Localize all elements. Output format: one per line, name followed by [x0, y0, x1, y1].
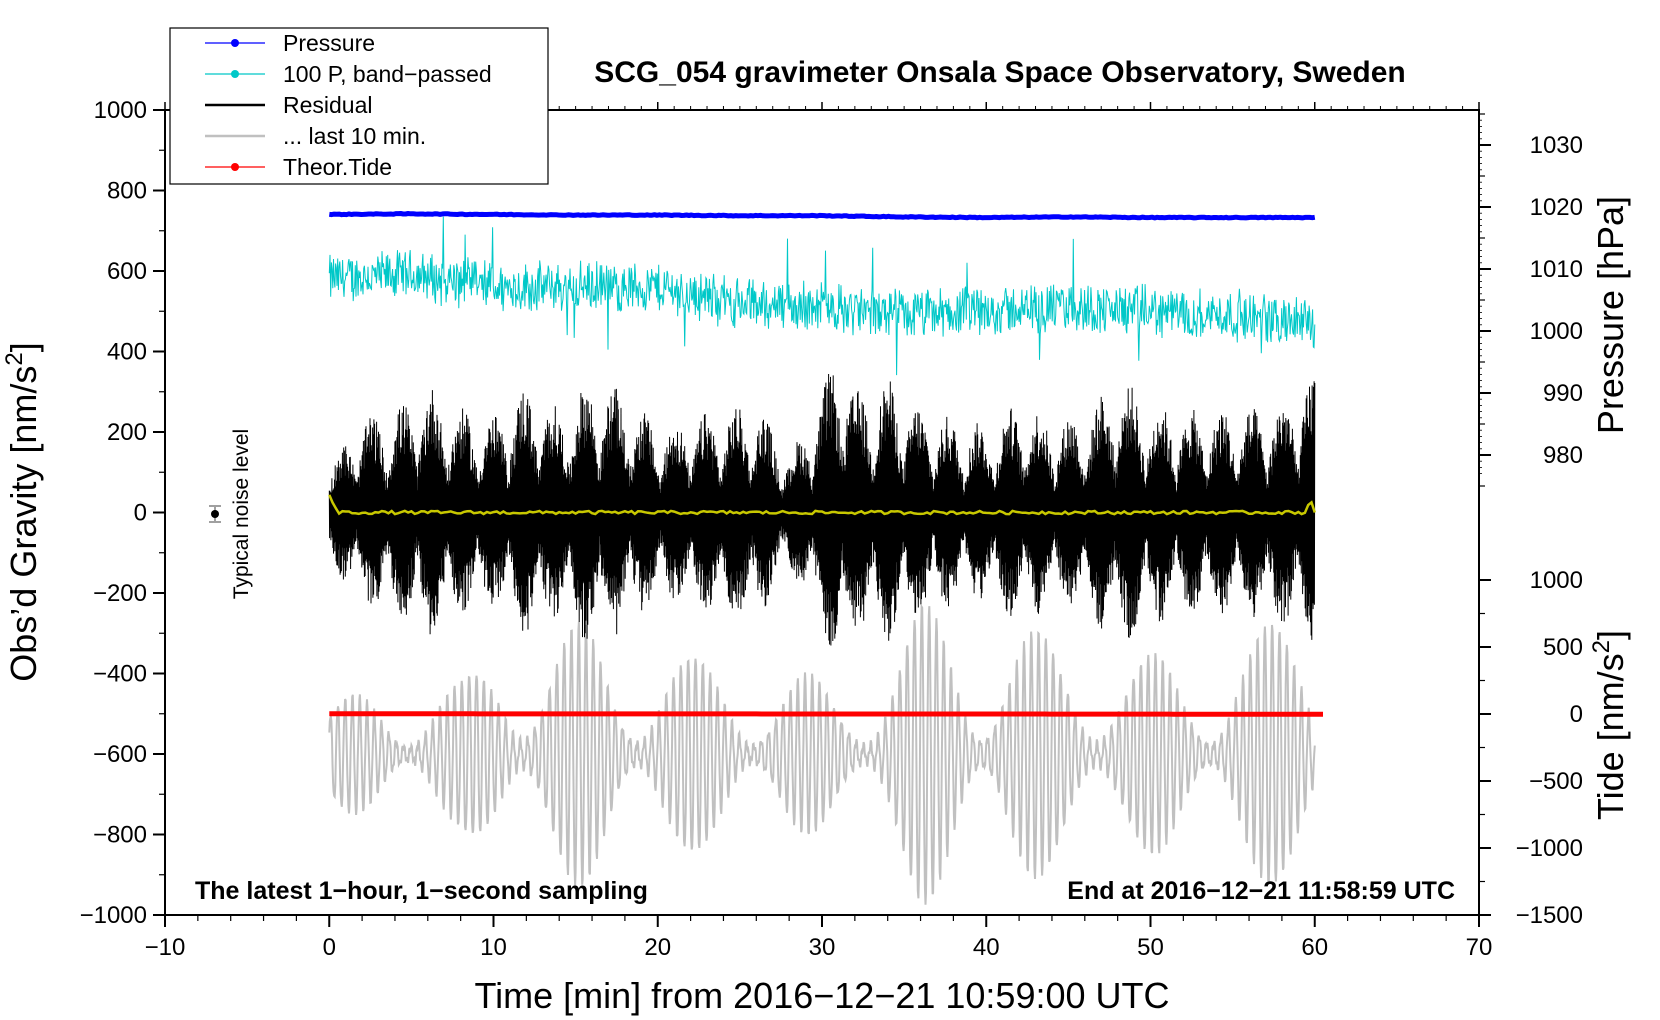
legend-marker	[231, 39, 239, 47]
y-axis-gravity: −1000 −800 −600 −400 −200 0 200 400 600 800 1000	[80, 97, 165, 929]
y-tick-label: 1000	[94, 97, 147, 124]
y-axis-label-gravity-sup: 2	[1, 352, 28, 365]
y-tick-label: 800	[107, 178, 147, 205]
y-axis-label-tide-sup: 2	[1588, 640, 1615, 653]
y-tick-label: 600	[107, 258, 147, 285]
pressure-tick-label: 1020	[1530, 194, 1583, 221]
y-axis-tide: −1500 −1000 −500 0 500 1000	[1479, 567, 1583, 929]
series-residual	[328, 373, 1316, 646]
y-tick-label: −200	[93, 580, 147, 607]
legend-marker	[231, 70, 239, 78]
y-axis-label-pressure: Pressure [hPa]	[1590, 196, 1631, 434]
x-axis: −10 0 10 20 30 40 50 60 70	[145, 102, 1493, 961]
tide-tick-label: −1000	[1516, 835, 1583, 862]
pressure-tick-label: 1000	[1530, 318, 1583, 345]
series-pressure-bandpassed	[328, 216, 1316, 376]
y-tick-label: −600	[93, 741, 147, 768]
tide-tick-label: −500	[1529, 768, 1583, 795]
x-tick-label: 30	[809, 934, 836, 961]
pressure-tick-label: 980	[1543, 442, 1583, 469]
x-tick-label: 50	[1137, 934, 1164, 961]
tide-tick-label: 0	[1570, 701, 1583, 728]
series-layer	[328, 211, 1323, 905]
y-axis-label-gravity-close: ]	[3, 342, 44, 352]
chart-title: SCG_054 gravimeter Onsala Space Observat…	[594, 56, 1406, 89]
tide-tick-label: 500	[1543, 634, 1583, 661]
noise-level-label: Typical noise level	[230, 429, 253, 599]
tide-tick-label: −1500	[1516, 902, 1583, 929]
y-tick-label: −800	[93, 822, 147, 849]
y-tick-label: 400	[107, 339, 147, 366]
x-tick-label: 0	[323, 934, 336, 961]
y-tick-label: 0	[134, 500, 147, 527]
series-pressure	[328, 211, 1316, 221]
series-last-10-min	[328, 603, 1316, 905]
y-axis-pressure: 980 990 1000 1010 1020 1030	[1479, 113, 1583, 487]
annotation-bottom-left: The latest 1−hour, 1−second sampling	[195, 877, 648, 905]
pressure-tick-label: 1010	[1530, 256, 1583, 283]
y-tick-label: 200	[107, 419, 147, 446]
pressure-tick-label: 1030	[1530, 132, 1583, 159]
legend: Pressure 100 P, band−passed Residual ... la…	[169, 27, 549, 185]
legend-label: 100 P, band−passed	[283, 61, 492, 87]
y-axis-label-gravity: Obs’d Gravity [nm/s2]	[1, 342, 44, 681]
pressure-tick-label: 990	[1543, 380, 1583, 407]
x-tick-label: 40	[973, 934, 1000, 961]
y-axis-label-tide-main: Tide [nm/s	[1590, 653, 1631, 820]
legend-label: Residual	[283, 92, 373, 118]
series-residual-smoothed	[328, 494, 1316, 516]
legend-label: Theor.Tide	[283, 154, 392, 180]
x-axis-label: Time [min] from 2016−12−21 10:59:00 UTC	[474, 975, 1169, 1016]
y-axis-label-gravity-main: Obs’d Gravity [nm/s	[3, 366, 44, 682]
x-tick-label: 60	[1301, 934, 1328, 961]
series-theoretical-tide	[329, 711, 1323, 717]
noise-level-marker: Typical noise level	[209, 429, 253, 599]
y-axis-label-tide-close: ]	[1590, 630, 1631, 640]
tide-tick-label: 1000	[1530, 567, 1583, 594]
legend-label: ... last 10 min.	[283, 123, 426, 149]
x-tick-label: 10	[480, 934, 507, 961]
y-axis-label-tide: Tide [nm/s2]	[1588, 630, 1631, 820]
y-tick-label: −1000	[80, 902, 147, 929]
x-tick-label: 20	[644, 934, 671, 961]
legend-label: Pressure	[283, 30, 375, 56]
x-tick-label: 70	[1466, 934, 1493, 961]
annotation-bottom-right: End at 2016−12−21 11:58:59 UTC	[1067, 877, 1455, 905]
y-tick-label: −400	[93, 661, 147, 688]
legend-marker	[231, 163, 239, 171]
x-tick-label: −10	[145, 934, 186, 961]
